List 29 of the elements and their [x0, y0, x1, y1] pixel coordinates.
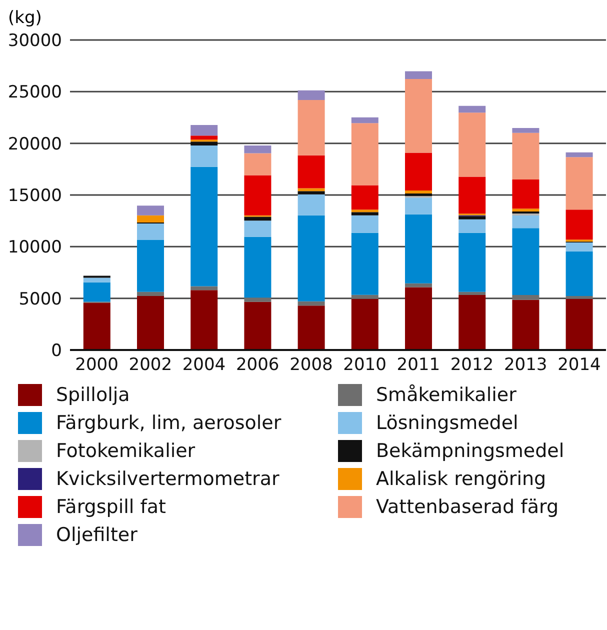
y-tick-label: 10000 [8, 238, 62, 258]
x-tick-label: 2006 [236, 355, 280, 376]
y-tick-label: 20000 [8, 134, 62, 154]
y-axis-title: (kg) [8, 8, 43, 30]
legend-label: Kvicksilvertermometrar [56, 468, 280, 490]
legend-label: Fotokemikalier [56, 440, 196, 462]
legend-label: Lösningsmedel [376, 412, 518, 434]
x-tick-label: 2010 [343, 355, 386, 376]
x-tick-label: 2008 [290, 355, 333, 376]
x-tick-label: 2014 [558, 355, 601, 376]
legend-label: Oljefilter [56, 524, 138, 546]
y-tick-label: 30000 [8, 31, 62, 52]
x-tick-label: 2011 [396, 355, 440, 376]
y-tick-label: 15000 [8, 186, 62, 206]
legend-label: Småkemikalier [376, 384, 516, 406]
x-tick-label: 2000 [75, 355, 118, 376]
y-tick-label: 25000 [8, 82, 62, 103]
y-tick-label: 5000 [18, 289, 62, 310]
x-tick-label: 2004 [182, 355, 226, 376]
legend-label: Färgburk, lim, aerosoler [56, 412, 282, 434]
legend-label: Färgspill fat [56, 496, 166, 518]
legend-label: Spillolja [56, 384, 130, 406]
x-tick-label: 2013 [504, 355, 548, 376]
legend-label: Bekämpningsmedel [376, 440, 564, 462]
x-tick-label: 2012 [450, 355, 494, 376]
legend-label: Alkalisk rengöring [376, 468, 546, 490]
x-tick-label: 2002 [128, 355, 172, 376]
legend-label: Vattenbaserad färg [376, 496, 559, 518]
y-tick-label: 0 [51, 341, 62, 362]
